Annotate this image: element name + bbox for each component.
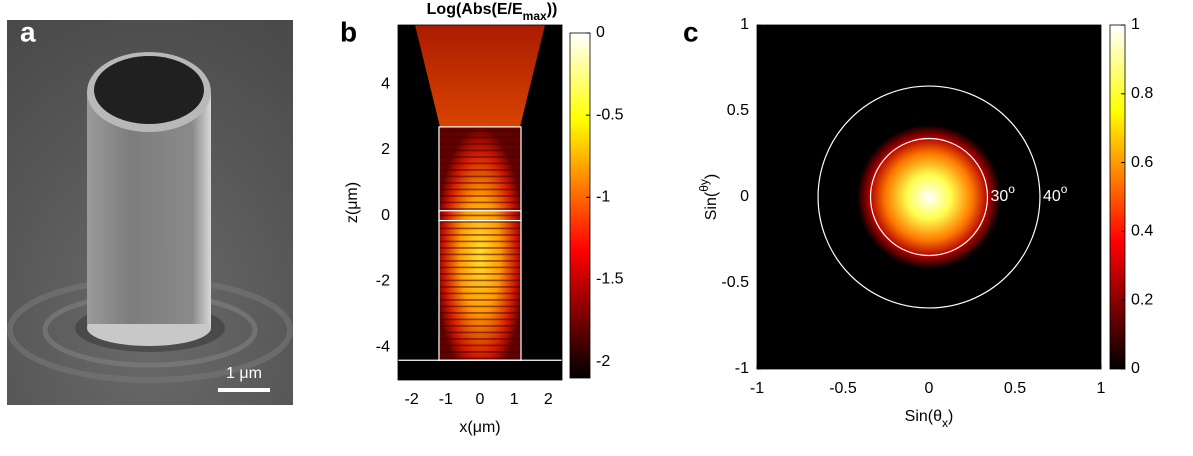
x-tick-label: -2: [405, 391, 419, 408]
angle-value: 40: [1043, 188, 1061, 205]
y-axis-label: z(μm): [344, 182, 361, 223]
colorbar: [569, 32, 591, 379]
far-field: [856, 124, 1002, 270]
x-tick-label: -0.5: [829, 380, 857, 397]
x-axis-label-part: Sin(θ: [905, 408, 942, 425]
y-tick-label: 2: [381, 141, 390, 158]
colorbar-tick-label: -1.5: [596, 271, 624, 288]
colorbar-tick-label: -2: [596, 353, 610, 370]
angle-circle: [869, 137, 989, 257]
y-tick-label: -0.5: [721, 274, 749, 291]
title-part: )): [547, 1, 558, 18]
y-axis-label-part: θ: [697, 185, 711, 192]
scale-bar-label: 1 μm: [226, 365, 262, 382]
angle-label: 40o: [1043, 182, 1068, 205]
x-tick-label: 0: [476, 391, 485, 408]
scale-bar: [218, 388, 270, 392]
panel-label: a: [20, 16, 36, 47]
y-tick-label: -2: [376, 273, 390, 290]
colorbar-tick-label: 0: [596, 24, 605, 41]
colorbar-tick-label: -1: [596, 189, 610, 206]
colorbar-tick-label: 1: [1131, 16, 1140, 33]
y-tick-label: -4: [376, 338, 390, 355]
y-tick-label: 0: [381, 207, 390, 224]
x-tick-label: 0.5: [1004, 380, 1026, 397]
x-axis-label-part: x: [942, 416, 948, 430]
beam: [415, 25, 545, 127]
y-axis-label-part: ): [703, 174, 720, 179]
angle-circle: [817, 85, 1041, 309]
colorbar-tick-label: 0.4: [1131, 223, 1153, 240]
x-tick-label: 1: [1097, 380, 1106, 397]
colorbar-tick-label: 0.2: [1131, 291, 1153, 308]
x-axis-label-part: ): [948, 408, 953, 425]
x-tick-label: 2: [544, 391, 553, 408]
angle-unit: o: [1061, 182, 1068, 196]
x-tick-label: 0: [925, 380, 934, 397]
x-axis-label: x(μm): [459, 419, 500, 436]
angle-value: 30: [990, 188, 1008, 205]
x-tick-label: -1: [439, 391, 453, 408]
field-core: [439, 126, 521, 361]
colorbar-tick-label: -0.5: [596, 106, 624, 123]
y-tick-label: 0.5: [727, 102, 749, 119]
angle-unit: o: [1008, 182, 1015, 196]
y-tick-label: 1: [740, 16, 749, 33]
colorbar: [1109, 24, 1126, 370]
y-tick-label: -1: [735, 360, 749, 377]
panel-label: c: [683, 16, 699, 47]
x-tick-label: -1: [750, 380, 764, 397]
colorbar-tick-label: 0.8: [1131, 85, 1153, 102]
y-tick-label: 0: [740, 188, 749, 205]
x-axis-label: Sin(θx): [905, 408, 954, 430]
colorbar-tick-label: 0: [1131, 360, 1140, 377]
y-axis-label: Sin(θy): [697, 174, 720, 220]
title-part: Log(Abs(E/E: [427, 1, 523, 18]
y-axis-label-part: y: [697, 179, 711, 185]
title: Log(Abs(E/Emax)): [427, 1, 558, 23]
title-part: max: [523, 9, 547, 23]
colorbar-tick-label: 0.6: [1131, 154, 1153, 171]
angle-label: 30o: [990, 182, 1015, 205]
x-tick-label: 1: [510, 391, 519, 408]
sem-image: [7, 20, 293, 405]
layer-outline: [438, 210, 522, 222]
panel-label: b: [340, 16, 357, 47]
y-tick-label: 4: [381, 75, 390, 92]
y-axis-label-part: Sin(: [703, 191, 720, 220]
